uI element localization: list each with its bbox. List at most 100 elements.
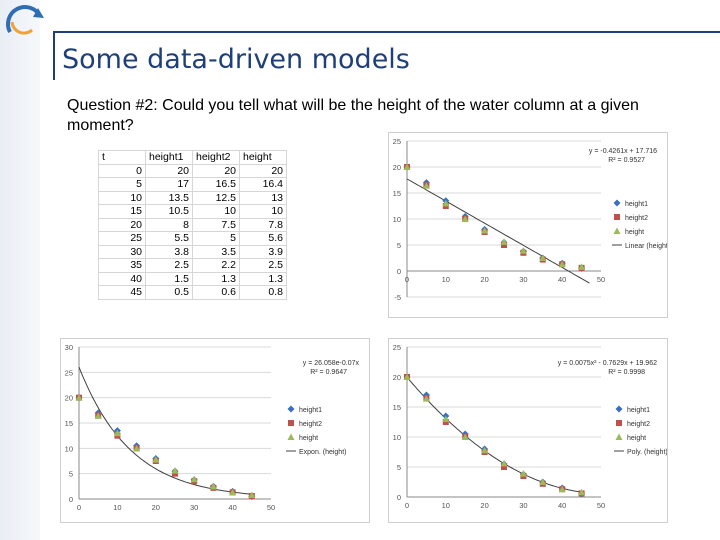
data-point-height — [578, 263, 586, 270]
table-cell: 10 — [239, 204, 287, 219]
title-rule-vertical — [53, 32, 55, 80]
x-tick-label: 10 — [113, 503, 121, 512]
legend-marker-height — [615, 433, 623, 440]
table-body: 0 20 20 20 5 17 16.5 16.4 10 13.5 12.5 13 15 10.5 10 10… — [98, 163, 287, 300]
legend-label: height1 — [627, 407, 650, 414]
table-cell: 12.5 — [192, 190, 240, 205]
legend-marker-height2 — [288, 420, 294, 426]
y-tick-label: 20 — [393, 373, 401, 382]
x-tick-label: 50 — [597, 275, 605, 284]
table-cell: 16.4 — [239, 177, 287, 192]
table-cell: 1.3 — [239, 271, 287, 286]
table-cell: 8 — [145, 217, 193, 232]
x-tick-label: 20 — [480, 275, 488, 284]
x-tick-label: 40 — [558, 501, 566, 510]
table-row: 45 0.5 0.6 0.8 — [98, 285, 287, 300]
data-point-height — [442, 199, 450, 207]
data-point-height — [209, 482, 217, 490]
y-tick-label: 30 — [65, 343, 73, 352]
x-tick-label: 40 — [228, 503, 236, 512]
table-cell: 20 — [145, 163, 193, 178]
data-point-height — [75, 394, 83, 401]
data-point-height — [403, 373, 411, 380]
table-cell: 0.5 — [145, 285, 193, 300]
y-tick-label: 15 — [393, 189, 401, 198]
table-cell: 13 — [239, 190, 287, 205]
x-tick-label: 30 — [519, 275, 527, 284]
table-cell: 3.5 — [192, 244, 240, 259]
table-cell: 20 — [98, 217, 146, 232]
legend-marker-height1 — [615, 405, 623, 413]
r-squared-label: R² = 0.9998 — [608, 369, 645, 376]
y-tick-label: 5 — [69, 470, 73, 479]
table-row: 10 13.5 12.5 13 — [98, 190, 287, 205]
x-tick-label: 10 — [442, 501, 450, 510]
data-point-height — [558, 260, 566, 268]
data-point-height — [248, 491, 256, 498]
data-point-height — [539, 254, 547, 261]
table-cell: 2.5 — [145, 258, 193, 273]
data-point-height — [519, 470, 527, 477]
trendline — [78, 366, 252, 495]
polynomial-fit-chart: 0 5 10 15 20 25 0 10 20 30 40 50 y = 0.0075x² - 0.76… — [388, 338, 668, 523]
linear-fit-chart-svg: -5 0 5 10 15 20 25 0 10 20 30 40 50 y = -0.4261x + 17… — [393, 137, 670, 302]
data-point-height — [190, 475, 198, 483]
x-tick-label: 20 — [480, 501, 488, 510]
table-header-cell: height2 — [192, 150, 240, 165]
y-tick-label: 15 — [393, 403, 401, 412]
linear-fit-chart: -5 0 5 10 15 20 25 0 10 20 30 40 50 y = -0.4261x + 17… — [388, 132, 670, 318]
slide-title: Some data-driven models — [62, 44, 410, 75]
inpe-logo-icon — [6, 5, 44, 35]
legend-label: Expon. (height) — [299, 449, 346, 456]
table-header-cell: t — [98, 150, 146, 165]
table-cell: 15 — [98, 204, 146, 219]
data-point-height — [171, 467, 179, 474]
data-point-height — [519, 247, 527, 254]
table-cell: 7.8 — [239, 217, 287, 232]
y-tick-label: 5 — [397, 463, 401, 472]
data-point-height — [113, 429, 121, 437]
table-cell: 3.8 — [145, 244, 193, 259]
legend-marker-height — [287, 433, 295, 440]
table-row: 30 3.8 3.5 3.9 — [98, 244, 287, 259]
data-point-height — [133, 444, 141, 452]
data-point-height — [229, 488, 237, 496]
legend-label: height2 — [299, 421, 322, 428]
table-cell: 20 — [239, 163, 287, 178]
question-text: Question #2: Could you tell what will be… — [67, 97, 639, 134]
data-point-height — [461, 215, 469, 222]
table-header-row: t height1 height2 height — [98, 150, 287, 165]
y-tick-label: 25 — [393, 343, 401, 352]
legend-label: Linear (height) — [625, 243, 667, 250]
data-point-height — [539, 478, 547, 485]
y-tick-label: 5 — [397, 241, 401, 250]
y-tick-label: 10 — [65, 444, 73, 453]
x-tick-label: 0 — [405, 501, 409, 510]
x-tick-label: 30 — [190, 503, 198, 512]
table-cell: 5 — [192, 231, 240, 246]
data-table: t height1 height2 height 0 20 20 20 5 17 16.5 16.4… — [98, 150, 287, 300]
exponential-fit-chart-svg: 0 5 10 15 20 25 30 0 10 20 30 40 50 y = 26.058e-0.07x… — [65, 343, 360, 512]
table-cell: 5.6 — [239, 231, 287, 246]
data-point-height — [461, 433, 469, 440]
table-cell: 0.8 — [239, 285, 287, 300]
data-point-height — [422, 395, 430, 402]
trendline-equation: y = 26.058e-0.07x — [303, 360, 360, 367]
x-tick-label: 50 — [267, 503, 275, 512]
legend-label: height — [299, 435, 318, 442]
table-cell: 45 — [98, 285, 146, 300]
legend-marker-height1 — [613, 199, 621, 207]
table-cell: 5.5 — [145, 231, 193, 246]
table-header-cell: height — [239, 150, 287, 165]
y-tick-label: 15 — [65, 419, 73, 428]
legend-marker-height2 — [616, 420, 622, 426]
data-point-height2 — [172, 470, 178, 477]
table-cell: 10 — [192, 204, 240, 219]
x-tick-label: 0 — [77, 503, 81, 512]
table-cell: 30 — [98, 244, 146, 259]
table-cell: 0.6 — [192, 285, 240, 300]
data-point-height — [481, 226, 489, 234]
table-row: 0 20 20 20 — [98, 163, 287, 178]
data-point-height — [152, 455, 160, 463]
trendline — [406, 178, 590, 284]
